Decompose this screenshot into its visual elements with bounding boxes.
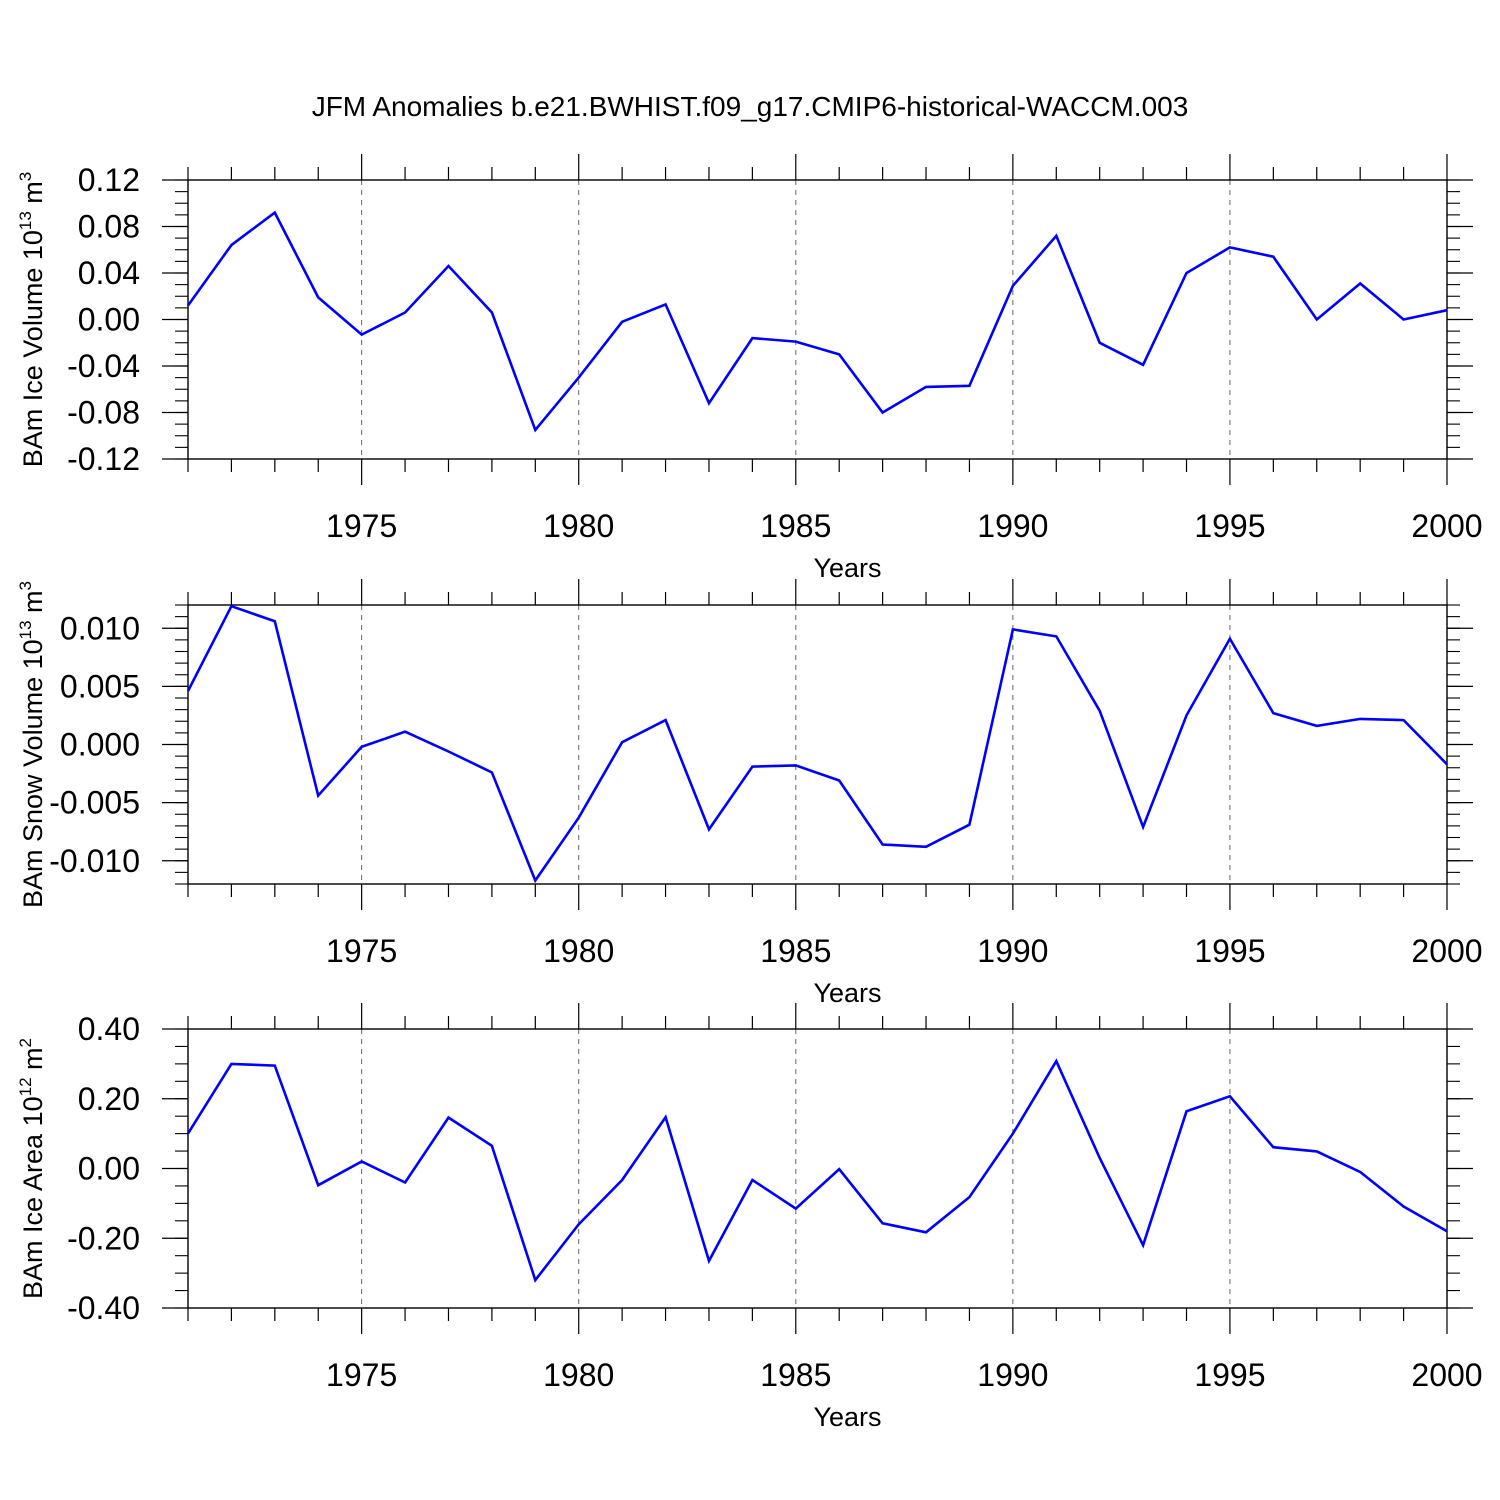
y-tick-label: 0.00 [78, 1151, 140, 1187]
y-tick-label: 0.12 [78, 162, 140, 198]
x-tick-label: 2000 [1411, 933, 1482, 969]
y-tick-label: -0.005 [49, 785, 140, 821]
x-tick-label: 1975 [326, 508, 397, 544]
y-tick-label: -0.04 [67, 348, 140, 384]
y-tick-label: 0.20 [78, 1081, 140, 1117]
y-tick-label: -0.20 [67, 1220, 140, 1256]
y-tick-label: -0.12 [67, 441, 140, 477]
x-tick-label: 2000 [1411, 1357, 1482, 1393]
y-tick-label: -0.40 [67, 1290, 140, 1326]
y-axis-label: BAm Ice Volume 1013 m3 [16, 172, 48, 468]
x-tick-label: 1985 [760, 508, 831, 544]
x-tick-label: 1985 [760, 1357, 831, 1393]
y-tick-label: 0.08 [78, 209, 140, 245]
y-tick-label: 0.40 [78, 1011, 140, 1047]
x-tick-label: 1995 [1194, 1357, 1265, 1393]
figure-title: JFM Anomalies b.e21.BWHIST.f09_g17.CMIP6… [312, 91, 1189, 122]
x-tick-label: 1995 [1194, 508, 1265, 544]
y-tick-label: 0.000 [60, 727, 140, 763]
y-tick-label: 0.00 [78, 302, 140, 338]
x-axis-label: Years [813, 553, 881, 583]
y-tick-label: -0.08 [67, 395, 140, 431]
y-tick-label: 0.005 [60, 668, 140, 704]
x-tick-label: 1980 [543, 933, 614, 969]
x-tick-label: 1980 [543, 1357, 614, 1393]
x-tick-label: 1990 [977, 508, 1048, 544]
panel-2: -0.010 -0.005 0.000 0.005 0.010 1975 1980 1985 1… [16, 579, 1483, 1008]
y-tick-label: 0.04 [78, 255, 140, 291]
x-tick-label: 1990 [977, 933, 1048, 969]
x-tick-label: 1975 [326, 1357, 397, 1393]
x-tick-label: 1990 [977, 1357, 1048, 1393]
x-tick-label: 1985 [760, 933, 831, 969]
y-axis-label: BAm Ice Area 1012 m2 [16, 1038, 48, 1299]
x-tick-label: 1980 [543, 508, 614, 544]
y-tick-label: -0.010 [49, 843, 140, 879]
x-tick-label: 2000 [1411, 508, 1482, 544]
x-axis-label: Years [813, 1402, 881, 1432]
series-line [186, 1058, 1448, 1283]
x-axis-label: Years [813, 978, 881, 1008]
series-line [186, 210, 1448, 433]
y-axis-label: BAm Snow Volume 1013 m3 [16, 581, 48, 908]
x-tick-label: 1995 [1194, 933, 1265, 969]
panel-1: -0.12 -0.08 -0.04 0.00 0.04 0.08 0.12 1975 1980 1… [16, 154, 1483, 583]
x-tick-label: 1975 [326, 933, 397, 969]
panel-3: -0.40 -0.20 0.00 0.20 0.40 1975 1980 1985 1990 19… [16, 1003, 1483, 1432]
series-line [186, 604, 1448, 884]
y-tick-label: 0.010 [60, 610, 140, 646]
